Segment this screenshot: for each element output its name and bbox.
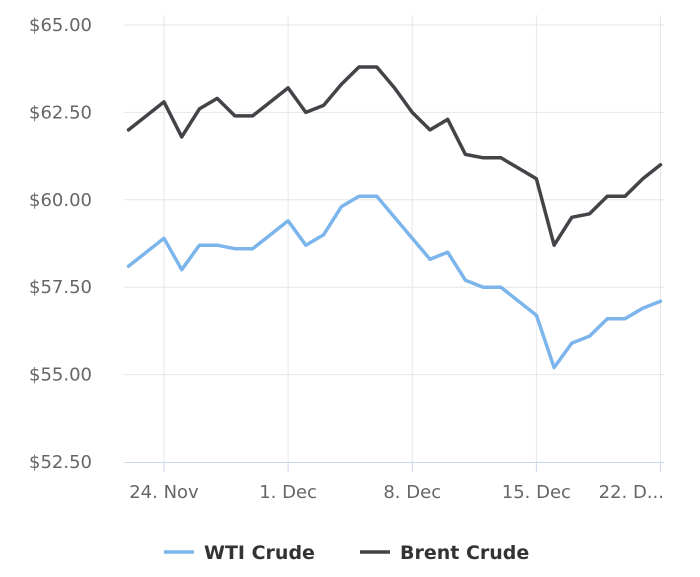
y-tick-label: $52.50 <box>29 452 92 473</box>
legend-item-brent-crude[interactable]: Brent Crude <box>360 542 529 564</box>
y-axis-labels: $52.50 $55.00 $57.50 $60.00 $62.50 $65.00 <box>29 15 92 473</box>
legend-item-wti-crude[interactable]: WTI Crude <box>164 542 315 564</box>
legend[interactable]: WTI Crude Brent Crude <box>164 542 529 564</box>
series-lines <box>126 65 663 370</box>
legend-label: WTI Crude <box>204 542 315 564</box>
x-tick-label: 15. Dec <box>502 482 571 503</box>
series-line-wti-crude[interactable] <box>126 194 663 370</box>
x-tick-label: 8. Dec <box>383 482 441 503</box>
series-line-brent-crude[interactable] <box>126 65 663 247</box>
x-tick-label: 1. Dec <box>259 482 317 503</box>
x-axis-labels: 24. Nov 1. Dec 8. Dec 15. Dec 22. D... <box>129 482 664 503</box>
legend-label: Brent Crude <box>400 542 529 564</box>
y-tick-label: $65.00 <box>29 15 92 36</box>
horizontal-gridlines <box>124 24 664 376</box>
x-tick-label: 22. D... <box>599 482 664 503</box>
x-axis-ticks <box>163 462 661 472</box>
y-tick-label: $60.00 <box>29 190 92 211</box>
y-tick-label: $62.50 <box>29 102 92 123</box>
y-tick-label: $55.00 <box>29 365 92 386</box>
x-tick-label: 24. Nov <box>129 482 199 503</box>
y-tick-label: $57.50 <box>29 277 92 298</box>
